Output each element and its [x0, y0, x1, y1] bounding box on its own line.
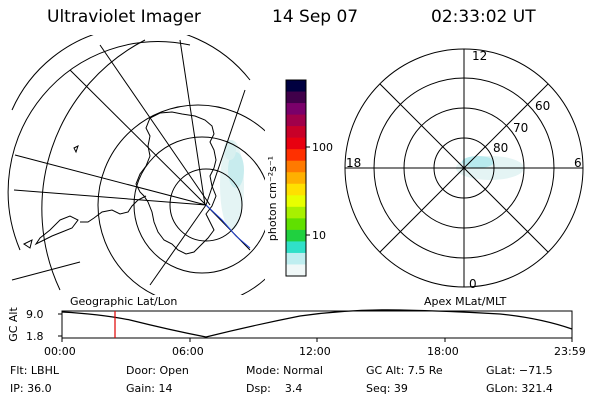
timeline-x-tick: 23:59: [554, 345, 586, 358]
lat-label-60: 60: [535, 99, 550, 113]
footprint-line: [205, 204, 251, 249]
status-glat: GLat: −71.5: [486, 364, 553, 377]
colorbar-cell: [286, 241, 306, 254]
timeline-x-tick: 06:00: [172, 345, 204, 358]
colorbar-cell: [286, 206, 306, 219]
peninsula-coast: [80, 195, 147, 223]
x-ticks: [61, 338, 573, 342]
timeline-y-tick-max: 9.0: [26, 308, 44, 321]
polar-plot: 12 18 6 0 60 70 80: [344, 48, 584, 291]
colorbar-cell: [286, 80, 306, 93]
island-coast: [34, 215, 79, 246]
colorbar-cell: [286, 183, 306, 196]
timeline-right-title: Apex MLat/MLT: [424, 295, 507, 308]
timeline-x-tick: 00:00: [44, 345, 76, 358]
colorbar-cell: [286, 218, 306, 231]
timeline-left-title: Geographic Lat/Lon: [70, 295, 178, 308]
status-mode: Mode: Normal: [246, 364, 323, 377]
colorbar-cell: [286, 172, 306, 185]
timeline-x-tick: 12:00: [299, 345, 331, 358]
time-label: 02:33:02 UT: [431, 7, 536, 27]
altitude-curve: [61, 309, 573, 338]
status-glon: GLon: 321.4: [486, 382, 553, 395]
colorbar-cell: [286, 229, 306, 243]
colorbar-cell: [286, 126, 306, 139]
aurora-emission-geo: [220, 140, 244, 230]
status-gc-alt: GC Alt: 7.5 Re: [366, 364, 443, 377]
colorbar-cell: [286, 137, 306, 150]
map-grid: [7, 35, 265, 295]
timeline-x-tick: 18:00: [427, 345, 459, 358]
lat-label-80: 80: [493, 141, 508, 155]
orbit-timeline: [58, 309, 573, 342]
colorbar-cell: [286, 91, 306, 104]
status-dsp: Dsp: 3.4: [246, 382, 303, 395]
colorbar-tick-100: 100: [312, 141, 333, 154]
instrument-title: Ultraviolet Imager: [47, 7, 201, 27]
colorbar-cell: [286, 103, 306, 116]
mlt-label-12: 12: [472, 49, 487, 63]
mlt-label-6: 6: [574, 156, 582, 170]
island-coast: [23, 239, 33, 249]
mlt-label-18: 18: [346, 156, 361, 170]
status-gain: Gain: 14: [126, 382, 173, 395]
coastline: [135, 111, 217, 255]
colorbar-cell: [286, 252, 306, 266]
colorbar-tick-10: 10: [312, 229, 326, 242]
colorbar-unit-label: photon cm⁻²s⁻¹: [266, 155, 280, 242]
colorbar-cell: [286, 195, 306, 208]
colorbar-cell: [286, 149, 306, 162]
timeline-y-title: GC Alt: [6, 307, 20, 342]
colorbar-cell: [286, 160, 306, 173]
mlt-label-0: 0: [469, 277, 477, 291]
date-label: 14 Sep 07: [272, 7, 359, 27]
colorbar-cell: [286, 264, 306, 277]
geographic-map: [7, 35, 265, 295]
lat-label-70: 70: [513, 121, 528, 135]
colorbar: [285, 79, 310, 277]
status-door: Door: Open: [126, 364, 189, 377]
status-seq: Seq: 39: [366, 382, 408, 395]
island-coast: [73, 145, 79, 154]
status-filter: Flt: LBHL: [10, 364, 59, 377]
status-ip: IP: 36.0: [10, 382, 52, 395]
timeline-y-tick-min: 1.8: [26, 330, 44, 343]
colorbar-cell: [286, 114, 306, 127]
